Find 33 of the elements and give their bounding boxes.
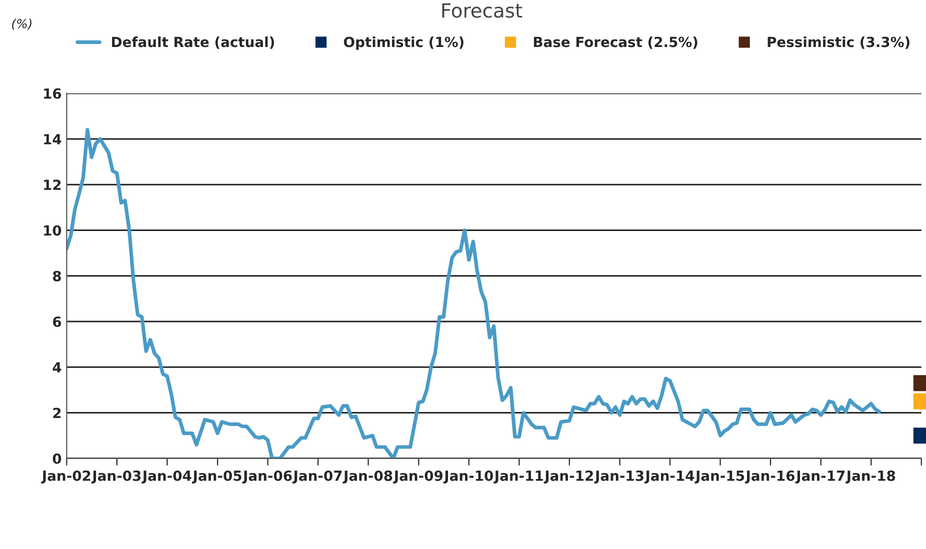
y-tick-label: 0 (52, 453, 62, 464)
x-tick-label: Jan-18 (846, 470, 896, 484)
x-tick-label: Jan-08 (342, 470, 392, 484)
y-tick-label: 6 (53, 316, 62, 327)
x-tick-label: Jan-13 (594, 470, 644, 484)
y-tick-label: 16 (44, 88, 62, 99)
x-tick-label: Jan-12 (544, 470, 593, 484)
x-tick-label: Jan-17 (795, 470, 845, 484)
x-tick-label: Jan-04 (142, 470, 192, 484)
y-tick-label: 10 (44, 225, 62, 236)
x-tick-label: Jan-07 (292, 470, 342, 484)
x-tick-label: Jan-16 (744, 470, 795, 484)
y-tick-label: 8 (52, 270, 61, 282)
legend-label: Optimistic (1%) (344, 36, 464, 50)
y-axis-title: (%) (12, 18, 32, 30)
y-tick-label: 14 (44, 134, 62, 144)
x-tick-label: Jan-11 (494, 470, 543, 484)
x-tick-label: Jan-10 (443, 470, 493, 484)
x-tick-label: Jan-15 (694, 470, 744, 484)
y-tick-label: 12 (44, 180, 61, 190)
x-tick-label: Jan-14 (644, 470, 694, 484)
line-series (66, 128, 882, 458)
legend-label: Pessimistic (3.3%) (768, 36, 910, 49)
legend-label: Default Rate (actual) (112, 36, 274, 49)
x-tick-label: Jan-03 (91, 470, 141, 484)
y-tick-label: 4 (52, 362, 62, 372)
chart-title: Forecast (442, 3, 522, 18)
x-tick-label: Jan-06 (242, 470, 292, 484)
x-tick-label: Jan-02 (41, 470, 90, 484)
legend-label: Base Forecast (2.5%) (534, 36, 698, 49)
y-tick-label: 2 (53, 408, 61, 418)
x-tick-label: Jan-09 (393, 470, 443, 484)
x-tick-label: Jan-05 (192, 470, 242, 484)
